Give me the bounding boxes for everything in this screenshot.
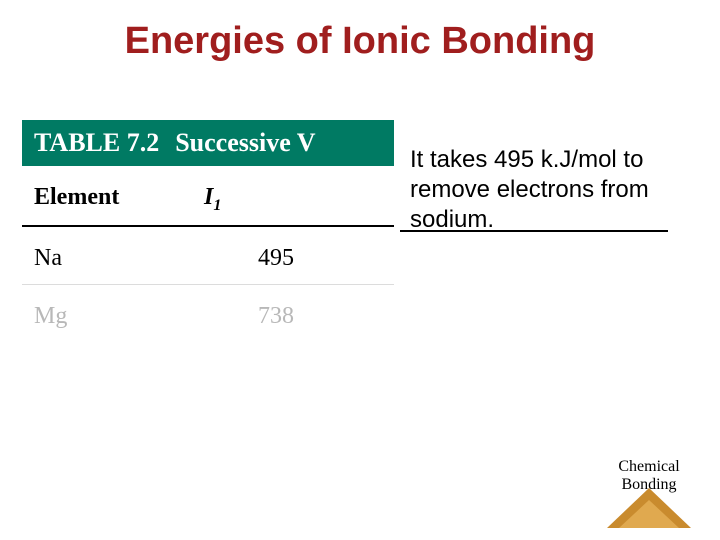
table-header-bar: TABLE 7.2 Successive V bbox=[22, 120, 394, 166]
explanation-text: It takes 495 k.J/mol to remove electrons… bbox=[410, 145, 670, 235]
col-header-i1: I1 bbox=[204, 184, 264, 215]
row-element: Mg bbox=[34, 303, 204, 330]
col-i-subscript: 1 bbox=[213, 197, 221, 214]
table-number: TABLE 7.2 bbox=[34, 128, 159, 158]
table-title: Successive V bbox=[175, 128, 315, 158]
table-row: Mg 738 bbox=[22, 284, 394, 342]
col-i-letter: I bbox=[204, 184, 213, 210]
slide-title: Energies of Ionic Bonding bbox=[0, 20, 720, 63]
row-value: 738 bbox=[204, 303, 294, 330]
row-value: 495 bbox=[204, 245, 294, 272]
ionization-table: TABLE 7.2 Successive V Element I1 Na 495… bbox=[22, 120, 394, 342]
table-column-headers: Element I1 bbox=[22, 166, 394, 227]
triangle-inner-icon bbox=[619, 500, 679, 528]
table-body: Na 495 Mg 738 bbox=[22, 227, 394, 342]
col-header-element: Element bbox=[34, 184, 204, 215]
note-underline bbox=[400, 230, 668, 232]
footer-line-1: Chemical bbox=[618, 458, 679, 475]
table-row: Na 495 bbox=[22, 227, 394, 284]
row-element: Na bbox=[34, 245, 204, 272]
footer-badge: Chemical Bonding bbox=[594, 458, 704, 528]
